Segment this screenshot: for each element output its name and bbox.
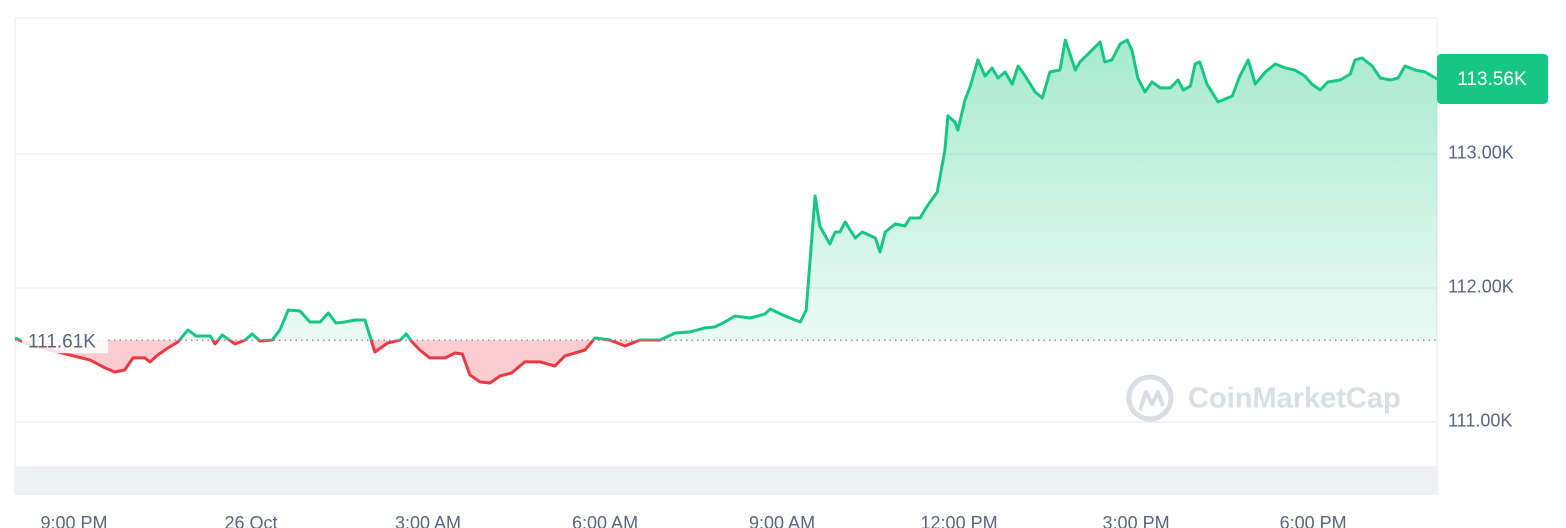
volume-strip — [15, 466, 1437, 495]
x-tick-label: 12:00 PM — [921, 513, 998, 528]
area-down — [15, 340, 1437, 383]
x-tick-label: 9:00 PM — [40, 513, 107, 528]
x-tick-label: 6:00 AM — [572, 513, 638, 528]
area-up — [15, 40, 1437, 341]
x-tick-label: 3:00 AM — [395, 513, 461, 528]
y-tick-label: 112.00K — [1448, 277, 1514, 297]
watermark: CoinMarketCap — [1126, 374, 1401, 422]
baseline-label: 111.61K — [28, 331, 96, 352]
baseline-label-bg — [22, 327, 108, 354]
watermark-logo — [1138, 390, 1165, 411]
watermark-text: CoinMarketCap — [1188, 383, 1401, 415]
last-price-label: 113.56K — [1457, 69, 1527, 90]
x-tick-label: 3:00 PM — [1103, 513, 1170, 528]
x-tick-label: 26 Oct — [225, 513, 278, 528]
last-price-tag — [1437, 53, 1548, 104]
price-line-up — [15, 38, 1437, 341]
watermark-logo — [1126, 374, 1174, 422]
y-tick-label: 113.00K — [1448, 143, 1514, 163]
x-tick-label: 9:00 AM — [749, 513, 815, 528]
x-tick-label: 6:00 PM — [1280, 513, 1347, 528]
y-tick-label: 111.00K — [1448, 411, 1512, 431]
